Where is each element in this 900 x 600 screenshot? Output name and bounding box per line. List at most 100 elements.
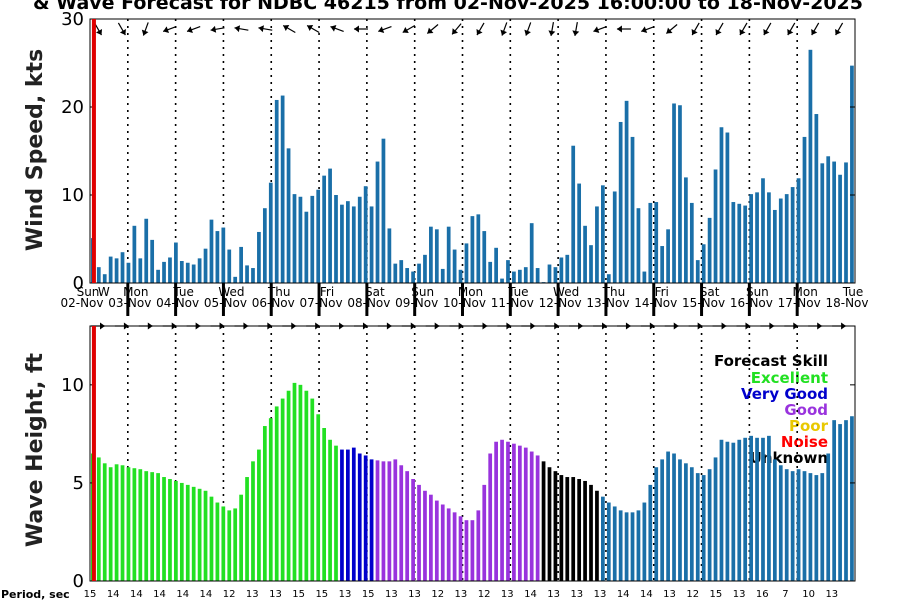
wind-direction-arrow-head	[119, 28, 126, 36]
date-label: 06-Nov	[252, 296, 295, 310]
wind-bar	[470, 216, 475, 283]
legend-item-very-good: Very Good	[741, 385, 828, 403]
legend-title: Forecast Skill	[714, 352, 828, 370]
wind-direction-arrow	[210, 25, 225, 33]
wind-direction-arrow	[426, 24, 439, 34]
wave-direction-arrow	[258, 322, 273, 330]
wave-bar	[689, 467, 694, 581]
wave-bar	[678, 459, 682, 581]
wind-bar	[755, 192, 759, 283]
wave-direction-arrow-head	[530, 322, 536, 330]
wave-bar	[761, 437, 765, 581]
wave-bar	[375, 460, 380, 581]
wave-bar	[630, 512, 635, 581]
date-label: 04-Nov	[156, 296, 199, 310]
wind-bar	[814, 114, 819, 283]
wave-bar	[363, 455, 368, 581]
wind-bar	[239, 246, 243, 283]
period-tick-label: 13	[594, 589, 607, 600]
wind-bar	[808, 49, 813, 283]
wave-direction-arrow-head	[745, 322, 751, 330]
wave-bar	[203, 490, 208, 581]
wind-bar	[624, 100, 629, 283]
period-tick-label: 13	[339, 589, 352, 600]
wind-direction-arrow	[162, 26, 177, 33]
wind-bar	[363, 186, 368, 283]
period-tick-label: 14	[176, 589, 189, 600]
period-tick-label: 12	[223, 589, 236, 600]
wave-bar	[233, 508, 238, 581]
wave-bar	[434, 500, 439, 581]
wind-direction-arrow-head	[427, 27, 434, 34]
wind-direction-arrow-head	[95, 28, 103, 36]
wind-bar	[482, 231, 487, 283]
wind-bar	[784, 194, 789, 283]
wave-direction-arrow	[712, 322, 727, 330]
period-tick-label: 15	[84, 589, 97, 600]
wind-bar	[820, 163, 825, 283]
wave-bar	[387, 461, 392, 581]
wave-bar	[476, 510, 481, 581]
wind-bar	[357, 196, 362, 283]
wave-direction-arrow	[282, 322, 297, 330]
period-tick-label: 12	[478, 589, 491, 600]
wind-bar	[767, 192, 771, 283]
wave-bar	[624, 512, 629, 581]
day-label: Mon	[458, 285, 483, 299]
date-label: 02-Nov	[60, 296, 103, 310]
wave-bar	[393, 459, 398, 581]
wave-direction-arrow	[832, 322, 847, 330]
wave-direction-arrow	[425, 322, 440, 330]
wind-bar	[606, 274, 611, 283]
wave-bar	[707, 469, 712, 581]
wave-direction-arrow-head	[171, 322, 177, 330]
wave-bar	[494, 441, 498, 581]
wave-direction-arrow	[640, 322, 655, 330]
wind-direction-arrow	[353, 25, 368, 33]
wind-bar	[351, 206, 356, 283]
wave-direction-arrow-head	[386, 322, 392, 330]
wave-direction-arrow-head	[793, 322, 799, 330]
wave-bar	[138, 469, 143, 581]
wind-bar	[434, 229, 439, 283]
wind-bar	[719, 127, 724, 284]
wind-bar	[772, 209, 777, 283]
wind-bar	[595, 206, 599, 283]
wave-bar	[357, 453, 362, 581]
wind-bar	[476, 214, 481, 283]
wind-bar	[262, 208, 267, 283]
wind-bar	[512, 271, 516, 283]
wind-bar	[458, 269, 463, 283]
wind-bar	[832, 161, 837, 283]
wind-bar	[506, 260, 510, 283]
wave-bar	[660, 459, 665, 581]
wind-bar	[713, 169, 718, 283]
wind-bar	[660, 246, 665, 283]
wave-y-label: Wave Height, ft	[23, 352, 48, 547]
wind-bar	[707, 217, 712, 283]
wave-bar	[755, 437, 759, 581]
wave-bar	[529, 451, 534, 581]
day-label: Tue	[507, 285, 529, 299]
wind-bar	[191, 264, 196, 283]
wind-direction-arrow	[691, 22, 700, 36]
wave-direction-arrow-head	[315, 322, 321, 330]
wind-direction-arrow	[616, 25, 631, 33]
wave-tick-label: 10	[61, 375, 84, 396]
wave-direction-arrow	[377, 322, 392, 330]
wave-bar	[102, 463, 107, 581]
wind-bar	[636, 208, 641, 283]
wave-bar	[541, 461, 546, 581]
wave-bar	[227, 510, 232, 581]
wave-direction-arrow-head	[482, 322, 488, 330]
legend-item-poor: Poor	[789, 417, 829, 435]
wind-direction-arrow-head	[141, 29, 149, 36]
wind-bar	[648, 202, 653, 283]
wave-bar	[731, 442, 736, 581]
wind-bar	[678, 105, 682, 284]
wave-bar	[701, 475, 706, 581]
wave-direction-arrow	[664, 322, 679, 330]
wind-bar	[601, 185, 605, 283]
wave-bar	[292, 382, 297, 581]
wind-bar	[221, 227, 226, 283]
